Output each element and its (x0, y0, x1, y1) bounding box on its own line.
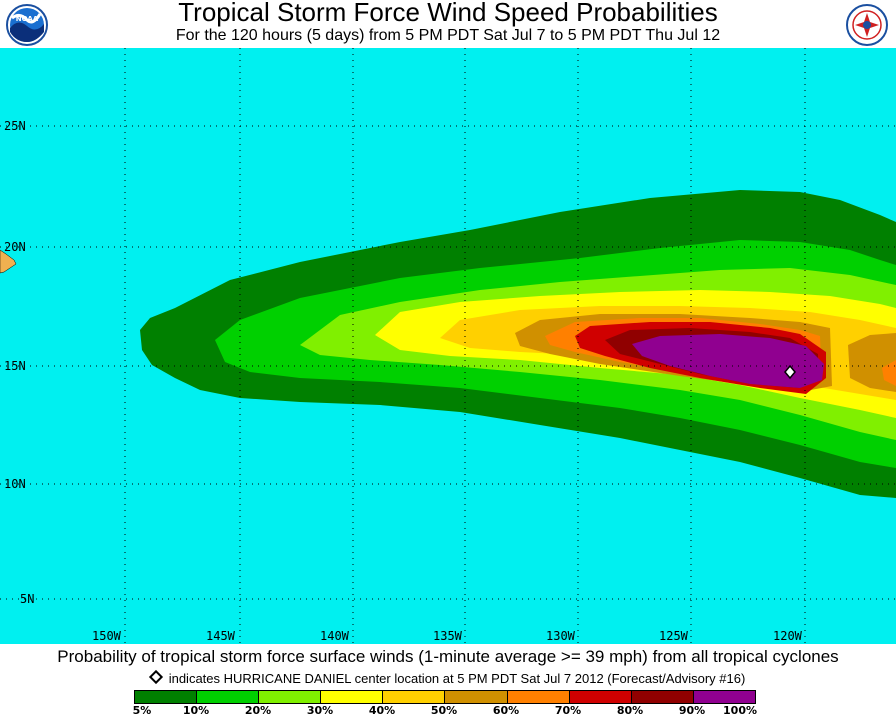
lat-label-5n: 5N (20, 592, 35, 606)
legend-label-3: 30% (306, 704, 334, 717)
legend-label-1: 10% (182, 704, 210, 717)
lat-label-15n: 15N (4, 359, 26, 373)
noaa-logo: NOAA (6, 4, 48, 46)
lon-label-150w: 150W (92, 629, 121, 643)
legend-swatch-1 (197, 691, 260, 703)
page-subtitle: For the 120 hours (5 days) from 5 PM PDT… (175, 27, 721, 44)
legend-label-5: 50% (430, 704, 458, 717)
legend-swatch-5 (445, 691, 508, 703)
legend-swatch-9 (693, 691, 755, 703)
lon-label-135w: 135W (433, 629, 462, 643)
lon-label-145w: 145W (206, 629, 235, 643)
probability-legend (134, 690, 756, 704)
footer: Probability of tropical storm force surf… (0, 644, 896, 716)
legend-label-2: 20% (244, 704, 272, 717)
legend-label-4: 40% (368, 704, 396, 717)
probability-contours (0, 48, 896, 644)
lon-label-120w: 120W (773, 629, 802, 643)
legend-swatch-8 (631, 691, 694, 703)
map-caption: Probability of tropical storm force surf… (57, 647, 839, 666)
legend-label-0: 5% (132, 704, 152, 717)
legend-swatch-3 (321, 691, 384, 703)
diamond-icon (148, 669, 163, 685)
legend-label-9: 90% (678, 704, 706, 717)
nws-logo (846, 4, 888, 46)
page-title: Tropical Storm Force Wind Speed Probabil… (178, 0, 718, 27)
contour-60pct-east (882, 360, 896, 386)
lat-label-20n: 20N (4, 240, 26, 254)
contour-90pct (632, 334, 824, 388)
legend-swatch-4 (383, 691, 446, 703)
svg-text:NOAA: NOAA (16, 15, 39, 23)
lat-label-25n: 25N (4, 119, 26, 133)
legend-label-10: 100% (723, 704, 757, 717)
legend-label-8: 80% (616, 704, 644, 717)
hawaii-land (0, 249, 17, 274)
lon-label-140w: 140W (320, 629, 349, 643)
legend-label-6: 60% (492, 704, 520, 717)
legend-swatch-0 (135, 691, 198, 703)
legend-swatch-6 (507, 691, 570, 703)
legend-swatch-2 (259, 691, 322, 703)
legend-label-7: 70% (554, 704, 582, 717)
header: NOAA Tropical Storm Force Wind Speed Pro… (0, 0, 896, 48)
lon-label-125w: 125W (659, 629, 688, 643)
probability-map: 25N 20N 15N 10N 5N 150W 145W 140W 135W 1… (0, 48, 896, 644)
legend-swatch-7 (569, 691, 632, 703)
lat-label-10n: 10N (4, 477, 26, 491)
storm-note-text: indicates HURRICANE DANIEL center locati… (168, 671, 746, 686)
diamond-icon (784, 364, 796, 380)
lon-label-130w: 130W (546, 629, 575, 643)
storm-note: indicates HURRICANE DANIEL center locati… (0, 669, 896, 687)
